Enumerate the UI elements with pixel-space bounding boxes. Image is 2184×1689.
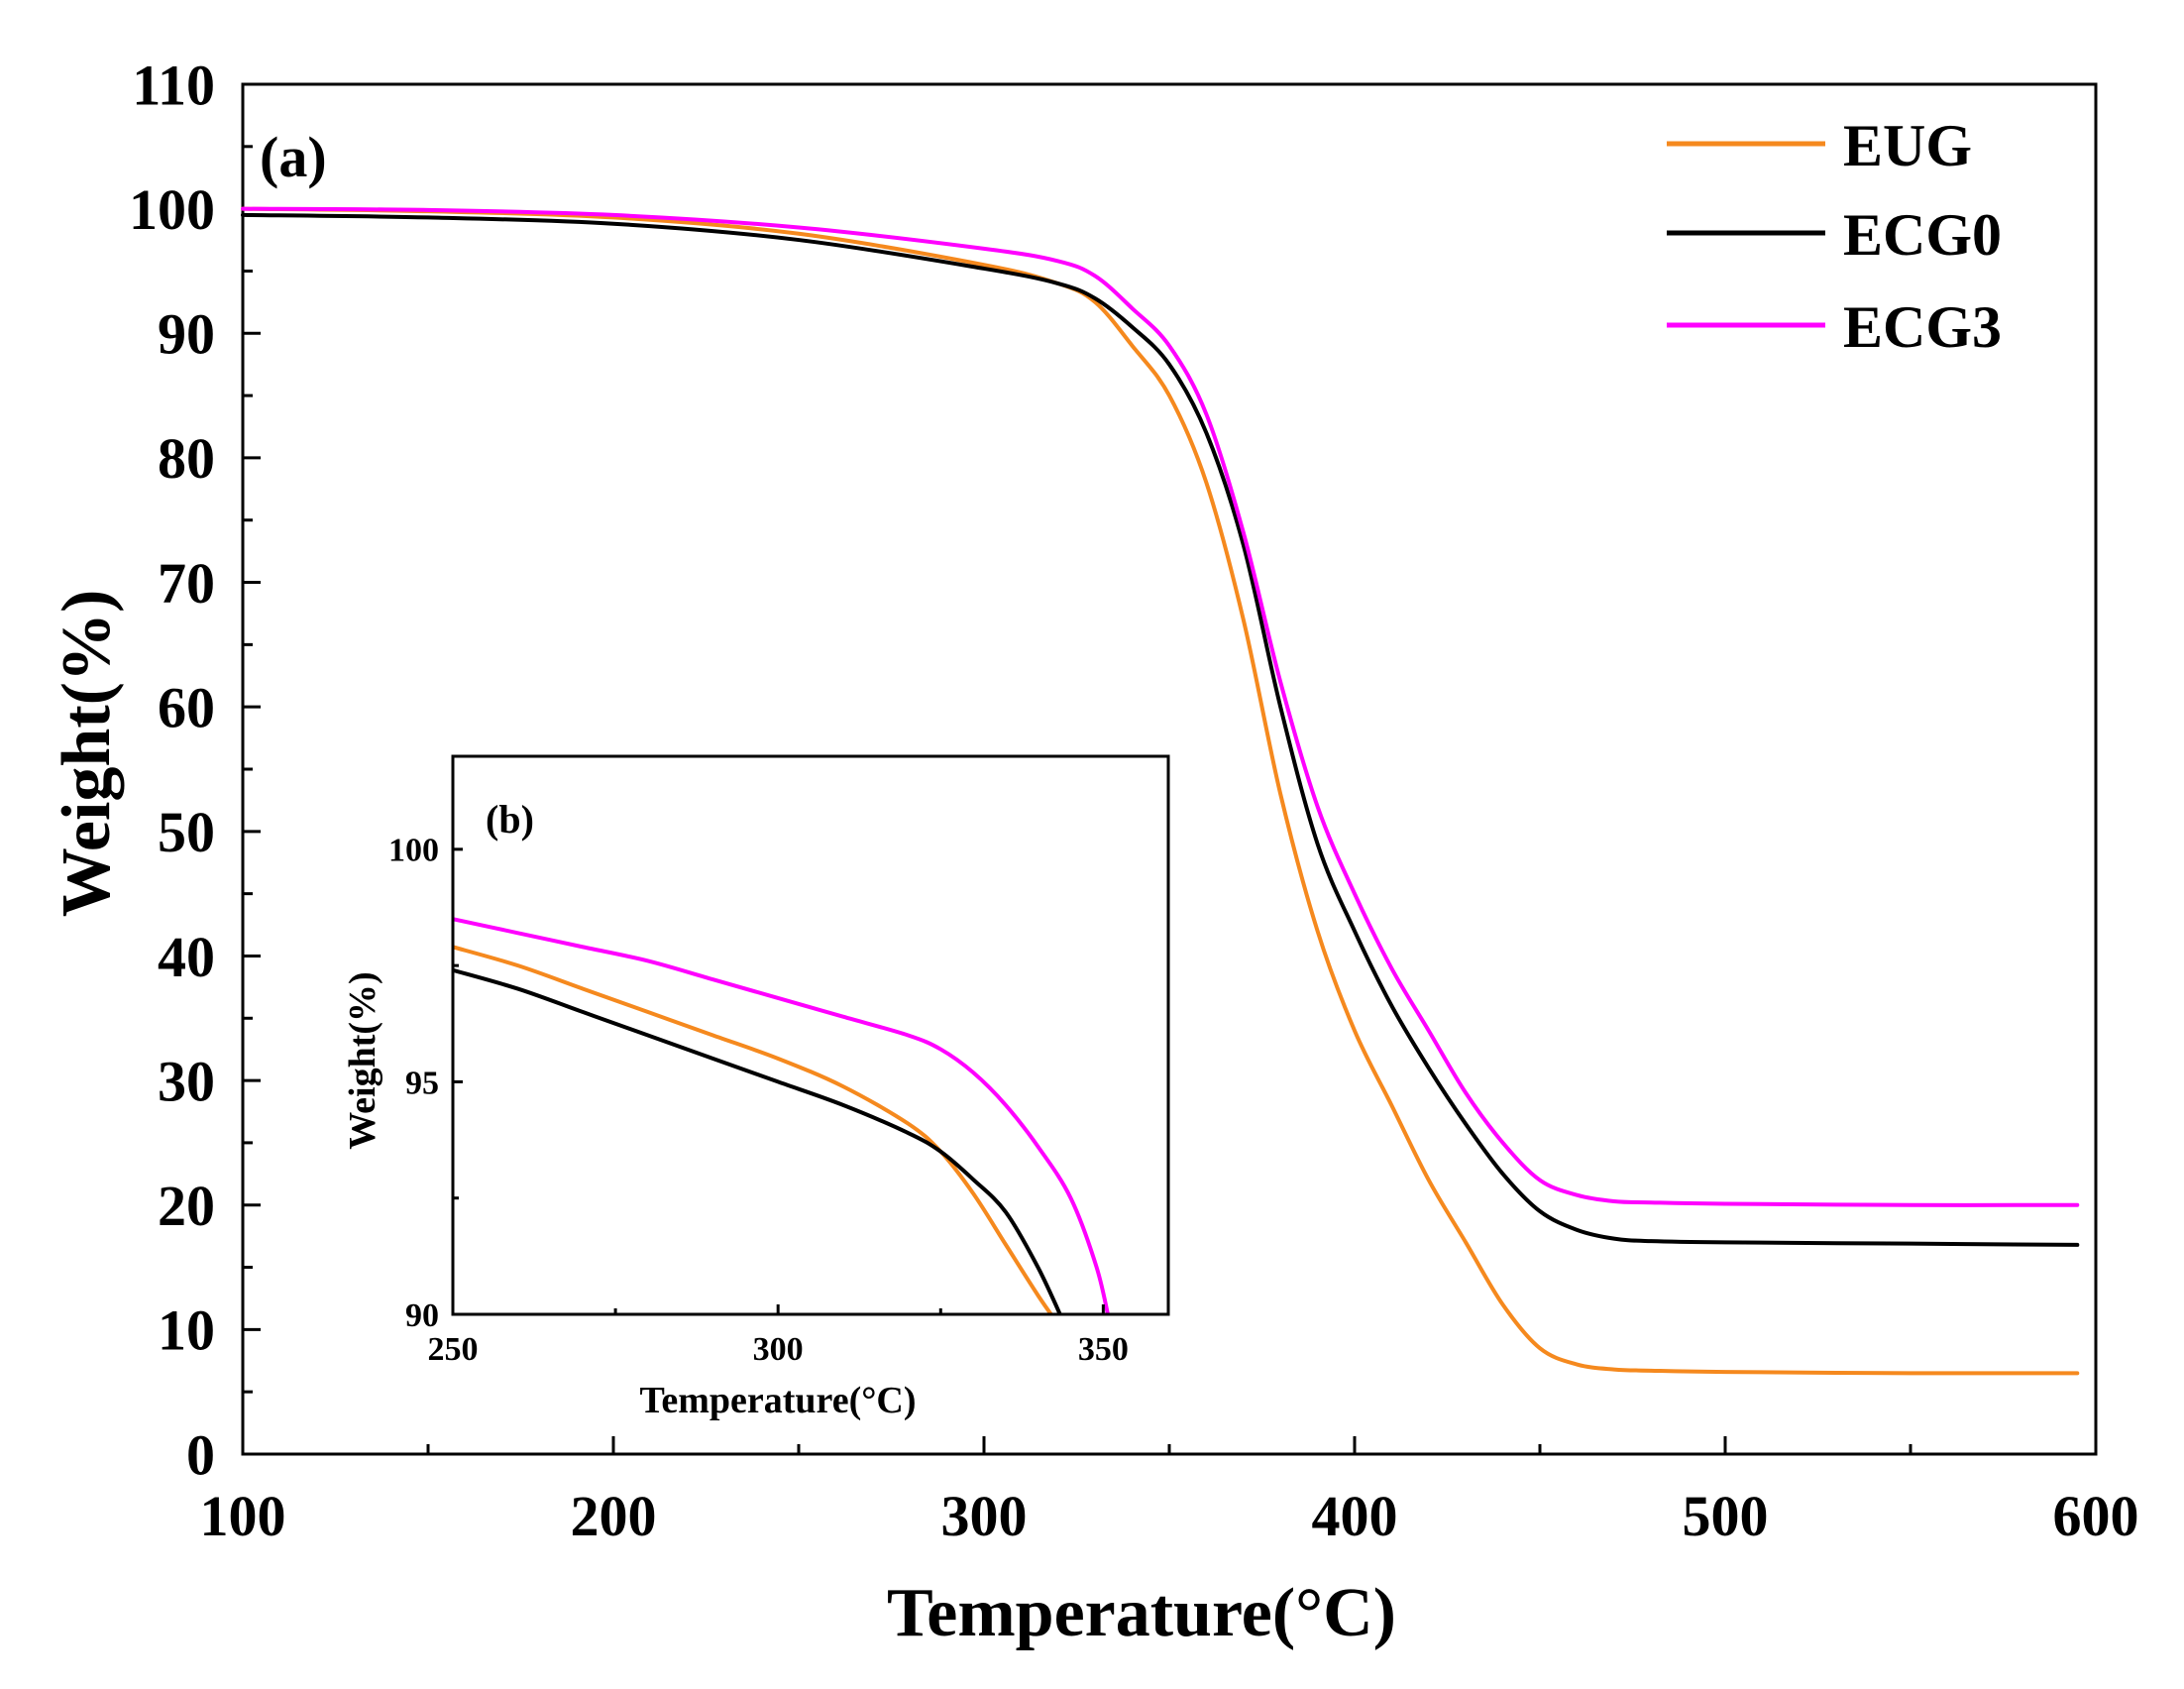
- main-y-tick-label: 100: [129, 177, 215, 242]
- inset-x-tick-label: 250: [428, 1331, 479, 1368]
- main-x-tick-label: 600: [2053, 1484, 2139, 1548]
- inset-series-ecg3: [453, 917, 1111, 1314]
- legend-label-eug: EUG: [1843, 113, 1972, 178]
- inset-panel-label: (b): [486, 797, 534, 842]
- inset-series-lines: [453, 917, 1111, 1314]
- main-y-tick-label: 0: [186, 1422, 215, 1487]
- main-series-ecg0: [241, 212, 2080, 1247]
- main-y-tick-label: 80: [158, 426, 215, 491]
- inset-y-axis-label: Weight(%): [342, 971, 383, 1149]
- main-y-tick-label: 40: [158, 925, 215, 989]
- legend-label-ecg0: ECG0: [1843, 202, 2002, 268]
- main-y-tick-label: 110: [132, 53, 215, 117]
- main-y-tick-label: 70: [158, 551, 215, 616]
- inset-x-axis-label: Temperature(°C): [639, 1380, 916, 1421]
- inset-y-tick-label: 95: [405, 1065, 439, 1101]
- inset-axis-ticks: [451, 847, 1105, 1316]
- main-y-tick-label: 50: [158, 800, 215, 864]
- inset-plot: 250 300 350 90 95 100 (b) Temperature(°C) Wei…: [342, 754, 1170, 1421]
- main-series-ecg3: [241, 206, 2080, 1207]
- inset-y-tick-label: 100: [388, 833, 439, 869]
- main-plot: 100 200 300 400 500 600 0 10 20 30 40 50 60 70 80 90 100…: [49, 53, 2139, 1651]
- inset-x-tick-label: 350: [1078, 1331, 1129, 1368]
- inset-plot-frame: [451, 754, 1170, 1316]
- main-panel-label: (a): [260, 125, 327, 189]
- main-y-tick-label: 60: [158, 675, 215, 739]
- main-y-tick-label: 10: [158, 1298, 215, 1363]
- inset-background: [453, 756, 1168, 1314]
- main-series-lines: [241, 206, 2080, 1376]
- main-tick-labels: 100 200 300 400 500 600 0 10 20 30 40 50 60 70 80 90 100…: [129, 53, 2139, 1548]
- main-x-tick-label: 200: [571, 1484, 657, 1548]
- inset-tick-labels: 250 300 350 90 95 100: [388, 833, 1129, 1368]
- inset-series-ecg0: [453, 967, 1062, 1314]
- inset-x-tick-label: 300: [753, 1331, 804, 1368]
- main-y-axis-label: Weight(%): [49, 590, 125, 918]
- main-y-tick-label: 20: [158, 1174, 215, 1238]
- main-y-tick-label: 90: [158, 302, 215, 367]
- main-axis-ticks: [241, 82, 2098, 1456]
- main-series-eug: [241, 206, 2080, 1376]
- main-x-tick-label: 400: [1312, 1484, 1398, 1548]
- inset-y-tick-label: 90: [405, 1297, 439, 1334]
- inset-series-eug: [453, 945, 1054, 1314]
- main-x-tick-label: 500: [1683, 1484, 1769, 1548]
- main-y-tick-label: 30: [158, 1049, 215, 1113]
- legend-label-ecg3: ECG3: [1843, 294, 2002, 360]
- main-x-tick-label: 100: [200, 1484, 286, 1548]
- main-x-axis-label: Temperature(°C): [887, 1575, 1396, 1651]
- legend: EUG ECG0 ECG3: [1667, 113, 2002, 360]
- main-x-tick-label: 300: [941, 1484, 1028, 1548]
